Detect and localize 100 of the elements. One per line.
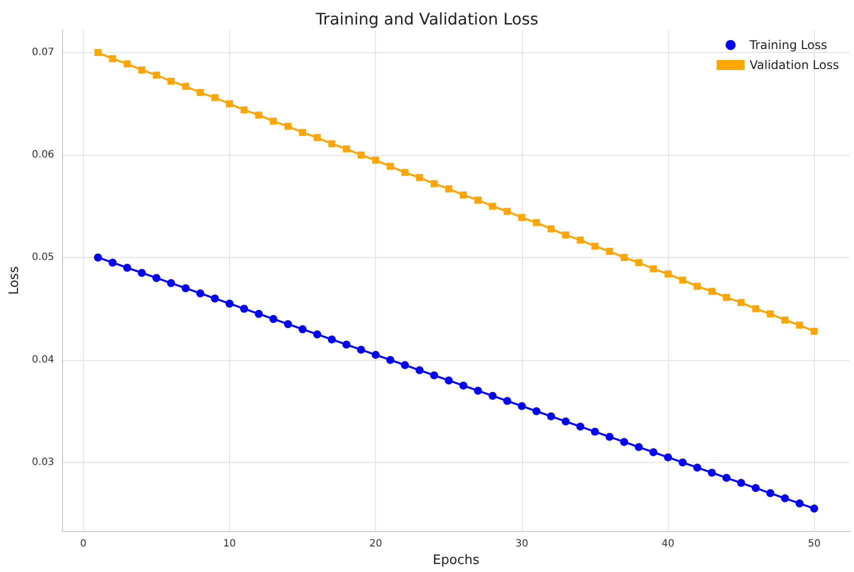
point [358, 152, 365, 159]
point [460, 191, 467, 198]
point [314, 134, 321, 142]
point [124, 60, 131, 68]
point [664, 270, 672, 278]
point [606, 432, 614, 441]
point [269, 314, 278, 323]
point [796, 499, 804, 508]
point [810, 328, 818, 335]
point [357, 346, 366, 354]
point [372, 156, 380, 164]
point [123, 264, 132, 272]
point [679, 276, 686, 284]
y-tick-label: 0.05 [32, 252, 54, 263]
point [620, 254, 628, 261]
point [752, 305, 760, 312]
point [562, 417, 570, 426]
point [650, 265, 657, 272]
point [342, 340, 350, 349]
point [284, 122, 292, 130]
point [240, 106, 248, 114]
point [152, 72, 160, 79]
point [693, 464, 702, 472]
point [562, 231, 570, 238]
point [634, 443, 643, 452]
point [342, 145, 350, 152]
point [401, 168, 408, 176]
x-tick-label: 10 [223, 538, 236, 550]
point [196, 289, 204, 298]
point [489, 202, 496, 210]
point [590, 428, 599, 436]
point [518, 402, 526, 410]
x-tick-label: 50 [808, 538, 821, 550]
point [780, 494, 789, 502]
point [430, 371, 438, 380]
point [416, 366, 424, 374]
point [620, 438, 628, 446]
point [474, 386, 482, 395]
point [576, 422, 584, 431]
point [226, 100, 234, 108]
point [255, 112, 262, 119]
point [606, 248, 614, 255]
point [635, 259, 642, 266]
point [94, 49, 102, 56]
point [781, 316, 788, 324]
point [664, 453, 672, 462]
point [416, 174, 424, 182]
point [722, 294, 730, 301]
point [649, 448, 658, 456]
point [196, 89, 204, 96]
point [372, 350, 380, 359]
point [299, 128, 306, 136]
point [694, 282, 701, 290]
point [254, 310, 263, 318]
point [503, 396, 512, 405]
point [474, 196, 482, 204]
point [766, 310, 774, 318]
x-axis-title: Epochs [432, 553, 480, 568]
point [444, 376, 453, 384]
chart-title: Training and Validation Loss [314, 10, 538, 28]
point [678, 458, 687, 466]
y-tick-label: 0.06 [32, 150, 54, 161]
point [226, 300, 234, 308]
point [94, 253, 102, 262]
legend-label: Training Loss [748, 38, 828, 52]
y-tick-label: 0.03 [32, 456, 54, 468]
point [109, 55, 116, 62]
point [708, 288, 716, 295]
x-tick-label: 0 [80, 538, 87, 550]
x-tick-label: 20 [369, 538, 382, 550]
point [752, 484, 760, 492]
point [547, 412, 556, 420]
point [708, 468, 716, 477]
point [796, 322, 804, 329]
y-axis-title: Loss [7, 266, 22, 295]
point [210, 294, 219, 302]
point [386, 356, 394, 364]
x-tick-label: 30 [515, 538, 528, 550]
point [488, 392, 497, 400]
point [313, 330, 322, 338]
point [182, 284, 190, 292]
point [766, 489, 774, 498]
legend-label: Validation Loss [750, 58, 839, 72]
point [168, 78, 175, 85]
point [328, 140, 336, 148]
point [810, 504, 818, 513]
point [182, 82, 190, 90]
point [576, 236, 584, 244]
point [328, 335, 336, 344]
point [738, 299, 745, 306]
point [211, 94, 218, 102]
point [459, 382, 468, 390]
point [240, 304, 248, 313]
point [152, 274, 160, 282]
point [445, 185, 452, 192]
point [138, 268, 146, 277]
point [504, 208, 511, 215]
point [532, 407, 540, 416]
point [284, 320, 292, 328]
y-tick-label: 0.07 [32, 47, 54, 58]
